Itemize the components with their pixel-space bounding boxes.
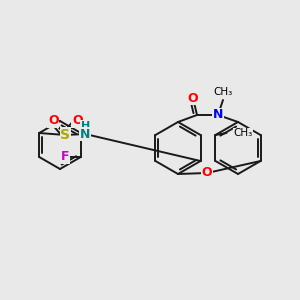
Text: O: O bbox=[72, 115, 83, 128]
Text: O: O bbox=[202, 167, 212, 179]
Text: CH₃: CH₃ bbox=[233, 128, 253, 138]
Text: S: S bbox=[60, 128, 70, 142]
Text: O: O bbox=[48, 115, 58, 128]
Text: N: N bbox=[80, 128, 90, 140]
Text: N: N bbox=[213, 109, 223, 122]
Text: H: H bbox=[81, 121, 90, 131]
Text: CH₃: CH₃ bbox=[213, 87, 232, 97]
Text: O: O bbox=[188, 92, 198, 104]
Text: F: F bbox=[61, 151, 69, 164]
